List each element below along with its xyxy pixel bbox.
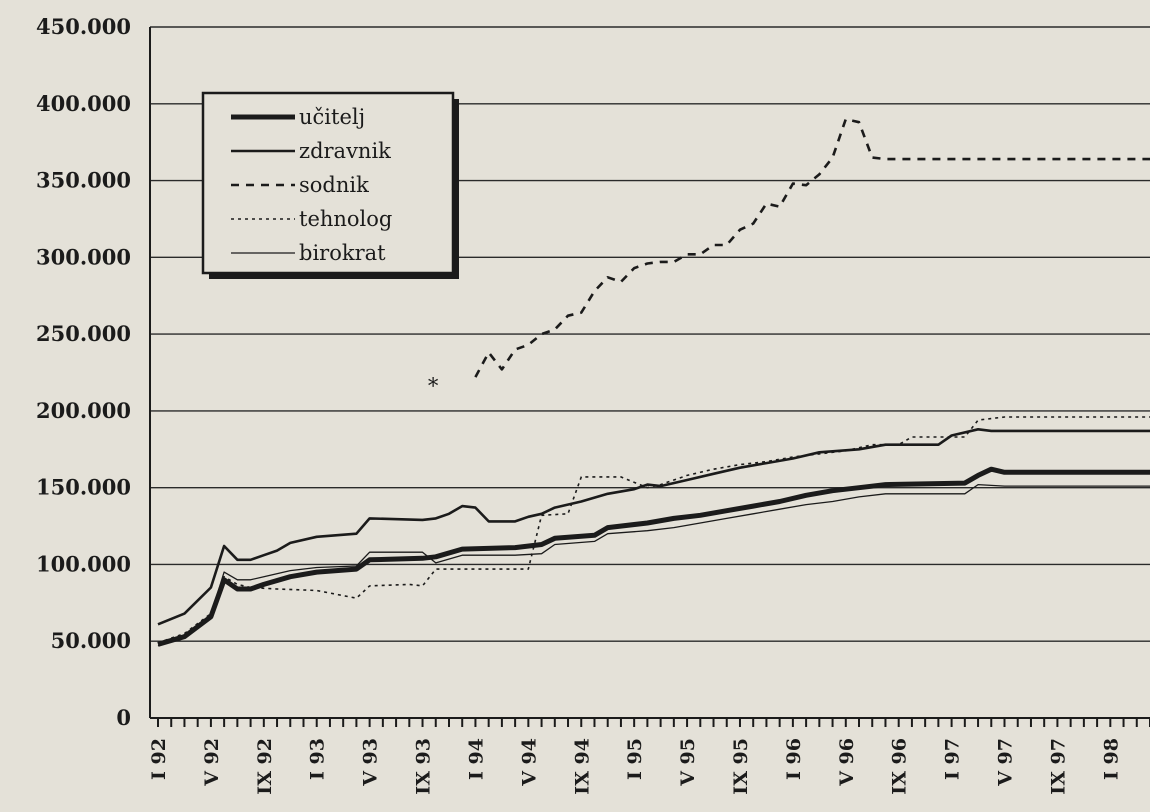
x-tick-label: I 92	[148, 738, 170, 780]
x-tick-label: V 92	[201, 738, 223, 787]
x-tick-label: V 93	[360, 738, 382, 787]
x-tick-label: I 98	[1100, 738, 1122, 780]
x-tick-label: V 96	[836, 738, 858, 787]
x-tick-label: V 95	[677, 738, 699, 787]
legend-label: birokrat	[299, 241, 386, 265]
x-tick-label: IX 93	[413, 738, 435, 795]
x-tick-label: I 94	[465, 738, 487, 780]
series-lines: *	[157, 117, 1150, 647]
x-tick-label: IX 94	[571, 738, 593, 795]
series-annotation: *	[428, 374, 439, 398]
legend-label: učitelj	[299, 105, 365, 129]
x-tick-label: I 97	[942, 738, 964, 780]
y-tick-label: 450.000	[36, 14, 131, 39]
x-tick-label: IX 95	[730, 738, 752, 795]
legend: učitelj zdravnik sodnik tehnolog birokrat	[201, 91, 459, 279]
y-tick-label: 150.000	[36, 475, 131, 500]
x-tick-label: IX 97	[1047, 738, 1069, 795]
x-tick-label: V 94	[518, 738, 540, 787]
y-tick-label: 300.000	[36, 244, 131, 269]
legend-label: sodnik	[299, 173, 369, 197]
x-tick-label: I 96	[783, 738, 805, 780]
x-tick-label: I 93	[307, 738, 329, 780]
series-line-birokrat	[157, 483, 1150, 647]
y-tick-label: 50.000	[51, 628, 131, 653]
x-tick-label: IX 92	[254, 738, 276, 795]
y-tick-label: 250.000	[36, 321, 131, 346]
y-tick-label: 200.000	[36, 398, 131, 423]
y-tick-label: 0	[116, 705, 131, 730]
x-axis: I 92 V 92 IX 92 I 93 V 93 IX 93 I 94 V 94 IX 94 I…	[148, 717, 1150, 795]
legend-label: tehnolog	[299, 207, 392, 231]
y-tick-label: 100.000	[36, 551, 131, 576]
x-tick-label: I 95	[624, 738, 646, 780]
legend-label: zdravnik	[299, 139, 391, 163]
x-tick-label: V 97	[995, 738, 1017, 787]
x-tick-label: IX 96	[889, 738, 911, 795]
y-tick-label: 400.000	[36, 91, 131, 116]
series-line-tehnolog	[157, 416, 1150, 644]
y-tick-label: 350.000	[36, 168, 131, 193]
series-line-sodnik	[474, 117, 1150, 378]
y-axis: 0 50.000 100.000 150.000 200.000 250.000 300.0…	[36, 14, 151, 730]
series-line-učitelj	[157, 466, 1150, 647]
legend-box	[201, 91, 455, 275]
